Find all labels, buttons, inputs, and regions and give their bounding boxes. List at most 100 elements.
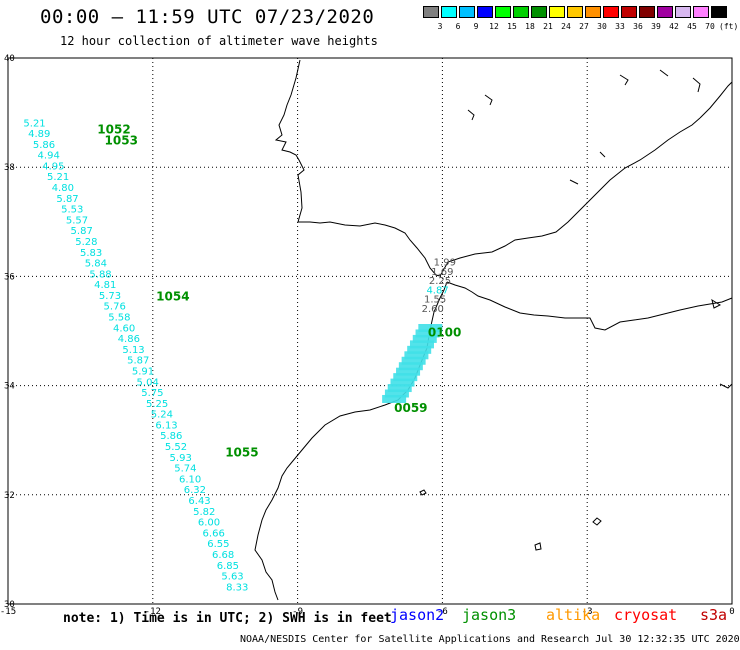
swh-value: 5.52	[165, 442, 187, 453]
swh-value: 4.89	[28, 129, 50, 140]
island	[711, 298, 722, 309]
swh-value: 1.99	[434, 257, 456, 268]
swh-value: 5.91	[132, 366, 154, 377]
dense-swh-cluster	[384, 389, 409, 398]
map-grid: -15 -12 -9 -6 -3 0 40 38 36 34 32 30	[0, 54, 735, 617]
swh-value: 2.60	[422, 304, 444, 315]
dense-swh-cluster	[401, 356, 426, 365]
swh-value: 5.57	[66, 215, 88, 226]
colorbar-swatch	[423, 6, 439, 18]
colorbar-label: 24	[561, 22, 571, 31]
swh-value: 5.83	[80, 248, 102, 259]
swh-value: 1.55	[424, 295, 446, 306]
iberia-east-coast	[699, 81, 733, 119]
colorbar-swatch	[603, 6, 619, 18]
dense-swh-cluster	[404, 351, 429, 360]
north-africa-coast	[446, 281, 733, 331]
colorbar-label: 3	[437, 22, 443, 31]
swh-value: 5.21	[23, 118, 45, 129]
lon-tick-label: 0	[729, 607, 734, 617]
lat-tick-label: 38	[4, 163, 15, 173]
lat-tick-label: 36	[4, 272, 15, 282]
inland-feature	[484, 94, 493, 106]
colorbar-swatch	[567, 6, 583, 18]
dense-swh-cluster	[396, 367, 421, 376]
inland-feature	[659, 69, 669, 77]
swh-value: 5.24	[151, 410, 173, 421]
swh-value: 5.86	[160, 431, 182, 442]
swh-value: 5.84	[85, 259, 107, 270]
jason3-track-2: 1.991.692.254.871.552.60	[382, 257, 456, 403]
colorbar-swatch	[495, 6, 511, 18]
lat-tick-label: 32	[4, 491, 15, 501]
lat-tick-label: 40	[4, 54, 15, 64]
dense-swh-cluster	[382, 394, 407, 403]
swh-value: 6.68	[212, 550, 234, 561]
swh-value: 6.13	[155, 420, 177, 431]
swh-value: 5.75	[141, 388, 163, 399]
pass-time-label: 0059	[394, 401, 427, 415]
colorbar-label: 36	[633, 22, 643, 31]
swh-value: 8.33	[226, 582, 248, 593]
island	[534, 542, 542, 551]
island	[419, 489, 427, 496]
colorbar-label: 12	[489, 22, 499, 31]
colorbar-swatch	[459, 6, 475, 18]
colorbar-swatch	[621, 6, 637, 18]
swh-value: 1.69	[431, 267, 453, 278]
swh-value: 5.63	[221, 572, 243, 583]
colorbar-swatch	[585, 6, 601, 18]
chart-subtitle: 12 hour collection of altimeter wave hei…	[60, 34, 378, 48]
chart-title: 00:00 – 11:59 UTC 07/23/2020	[40, 6, 375, 28]
pass-time-label: 1055	[225, 446, 258, 460]
swh-value: 5.25	[146, 399, 168, 410]
inland-feature	[599, 151, 606, 158]
swh-value: 4.81	[94, 280, 116, 291]
swh-value: 6.85	[217, 561, 239, 572]
dense-swh-cluster	[390, 378, 415, 387]
colorbar-swatch	[477, 6, 493, 18]
swh-value: 4.86	[118, 334, 140, 345]
legend-jason2: jason2	[390, 606, 445, 624]
swh-value: 5.28	[75, 237, 97, 248]
swh-value: 4.95	[42, 161, 64, 172]
swh-value: 5.76	[104, 302, 126, 313]
colorbar-swatch	[693, 6, 709, 18]
dense-swh-cluster	[398, 362, 423, 371]
lon-tick-label: -12	[145, 607, 161, 617]
colorbar-swatch	[639, 6, 655, 18]
colorbar-swatch	[711, 6, 727, 18]
colorbar-swatch	[657, 6, 673, 18]
coastline	[254, 59, 733, 601]
swh-value: 5.53	[61, 205, 83, 216]
colorbar-label: 45	[687, 22, 697, 31]
swh-value: 4.87	[426, 285, 448, 296]
colorbar-swatch	[441, 6, 457, 18]
swh-value: 4.94	[38, 151, 60, 162]
dense-swh-cluster	[407, 345, 432, 354]
lon-tick-label: -6	[437, 607, 448, 617]
colorbar-label: 33	[615, 22, 625, 31]
swh-value: 6.43	[188, 496, 210, 507]
lat-tick-label: 30	[4, 600, 15, 610]
credit-line: NOAA/NESDIS Center for Satellite Applica…	[240, 634, 740, 645]
swh-value: 5.21	[47, 172, 69, 183]
swh-value: 5.86	[33, 140, 55, 151]
colorbar-label: 42	[669, 22, 679, 31]
swh-value: 6.55	[207, 539, 229, 550]
inland-feature	[619, 74, 629, 86]
lat-tick-label: 34	[4, 382, 15, 392]
swh-value: 5.13	[122, 345, 144, 356]
colorbar-swatch	[549, 6, 565, 18]
colorbar-swatch	[513, 6, 529, 18]
swh-value: 5.93	[170, 453, 192, 464]
inland-feature	[467, 109, 475, 121]
colorbar-unit: (ft)	[719, 22, 739, 31]
swh-value: 4.80	[52, 183, 74, 194]
legend-altika: altika	[546, 606, 601, 624]
colorbar-label: 70	[705, 22, 715, 31]
legend-cryosat: cryosat	[614, 606, 678, 624]
swh-value: 4.60	[113, 323, 135, 334]
lon-tick-label: -15	[0, 607, 16, 617]
